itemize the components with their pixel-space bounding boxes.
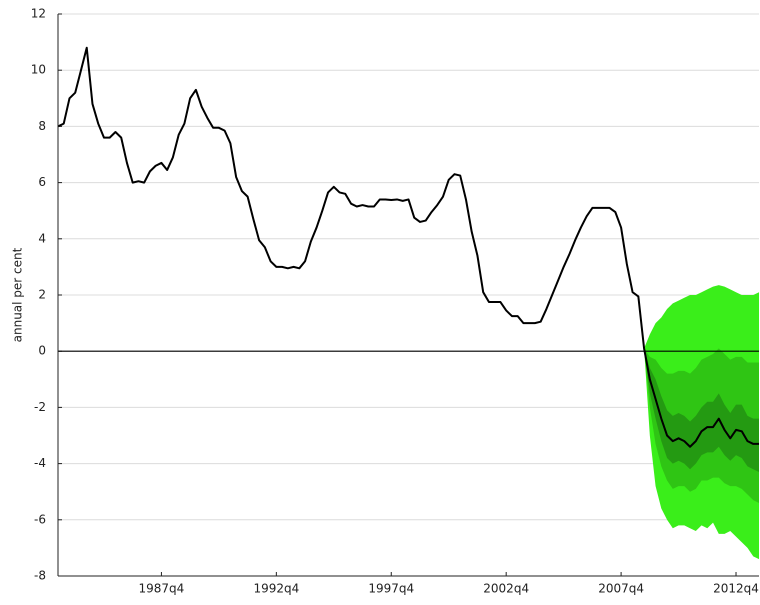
y-tick-label: 0 (38, 344, 46, 358)
y-tick-label: 2 (38, 288, 46, 302)
x-tick-label: 1992q4 (253, 582, 299, 596)
y-tick-label: 12 (31, 7, 46, 21)
y-axis-label: annual per cent (11, 247, 25, 342)
y-tick-label: -2 (34, 400, 46, 414)
x-tick-label: 1987q4 (139, 582, 185, 596)
y-tick-label: 4 (38, 231, 46, 245)
x-tick-label: 1997q4 (368, 582, 414, 596)
y-tick-label: -6 (34, 512, 46, 526)
x-tick-label: 2002q4 (483, 582, 529, 596)
series-line (57, 46, 759, 448)
y-tick-label: 6 (38, 175, 46, 189)
x-tick-label: 2012q4 (713, 582, 759, 596)
x-tick-label: 2007q4 (598, 582, 644, 596)
y-tick-label: 10 (31, 63, 46, 77)
y-tick-label: 8 (38, 119, 46, 133)
y-tick-label: -4 (34, 456, 46, 470)
y-tick-label: -8 (34, 569, 46, 583)
